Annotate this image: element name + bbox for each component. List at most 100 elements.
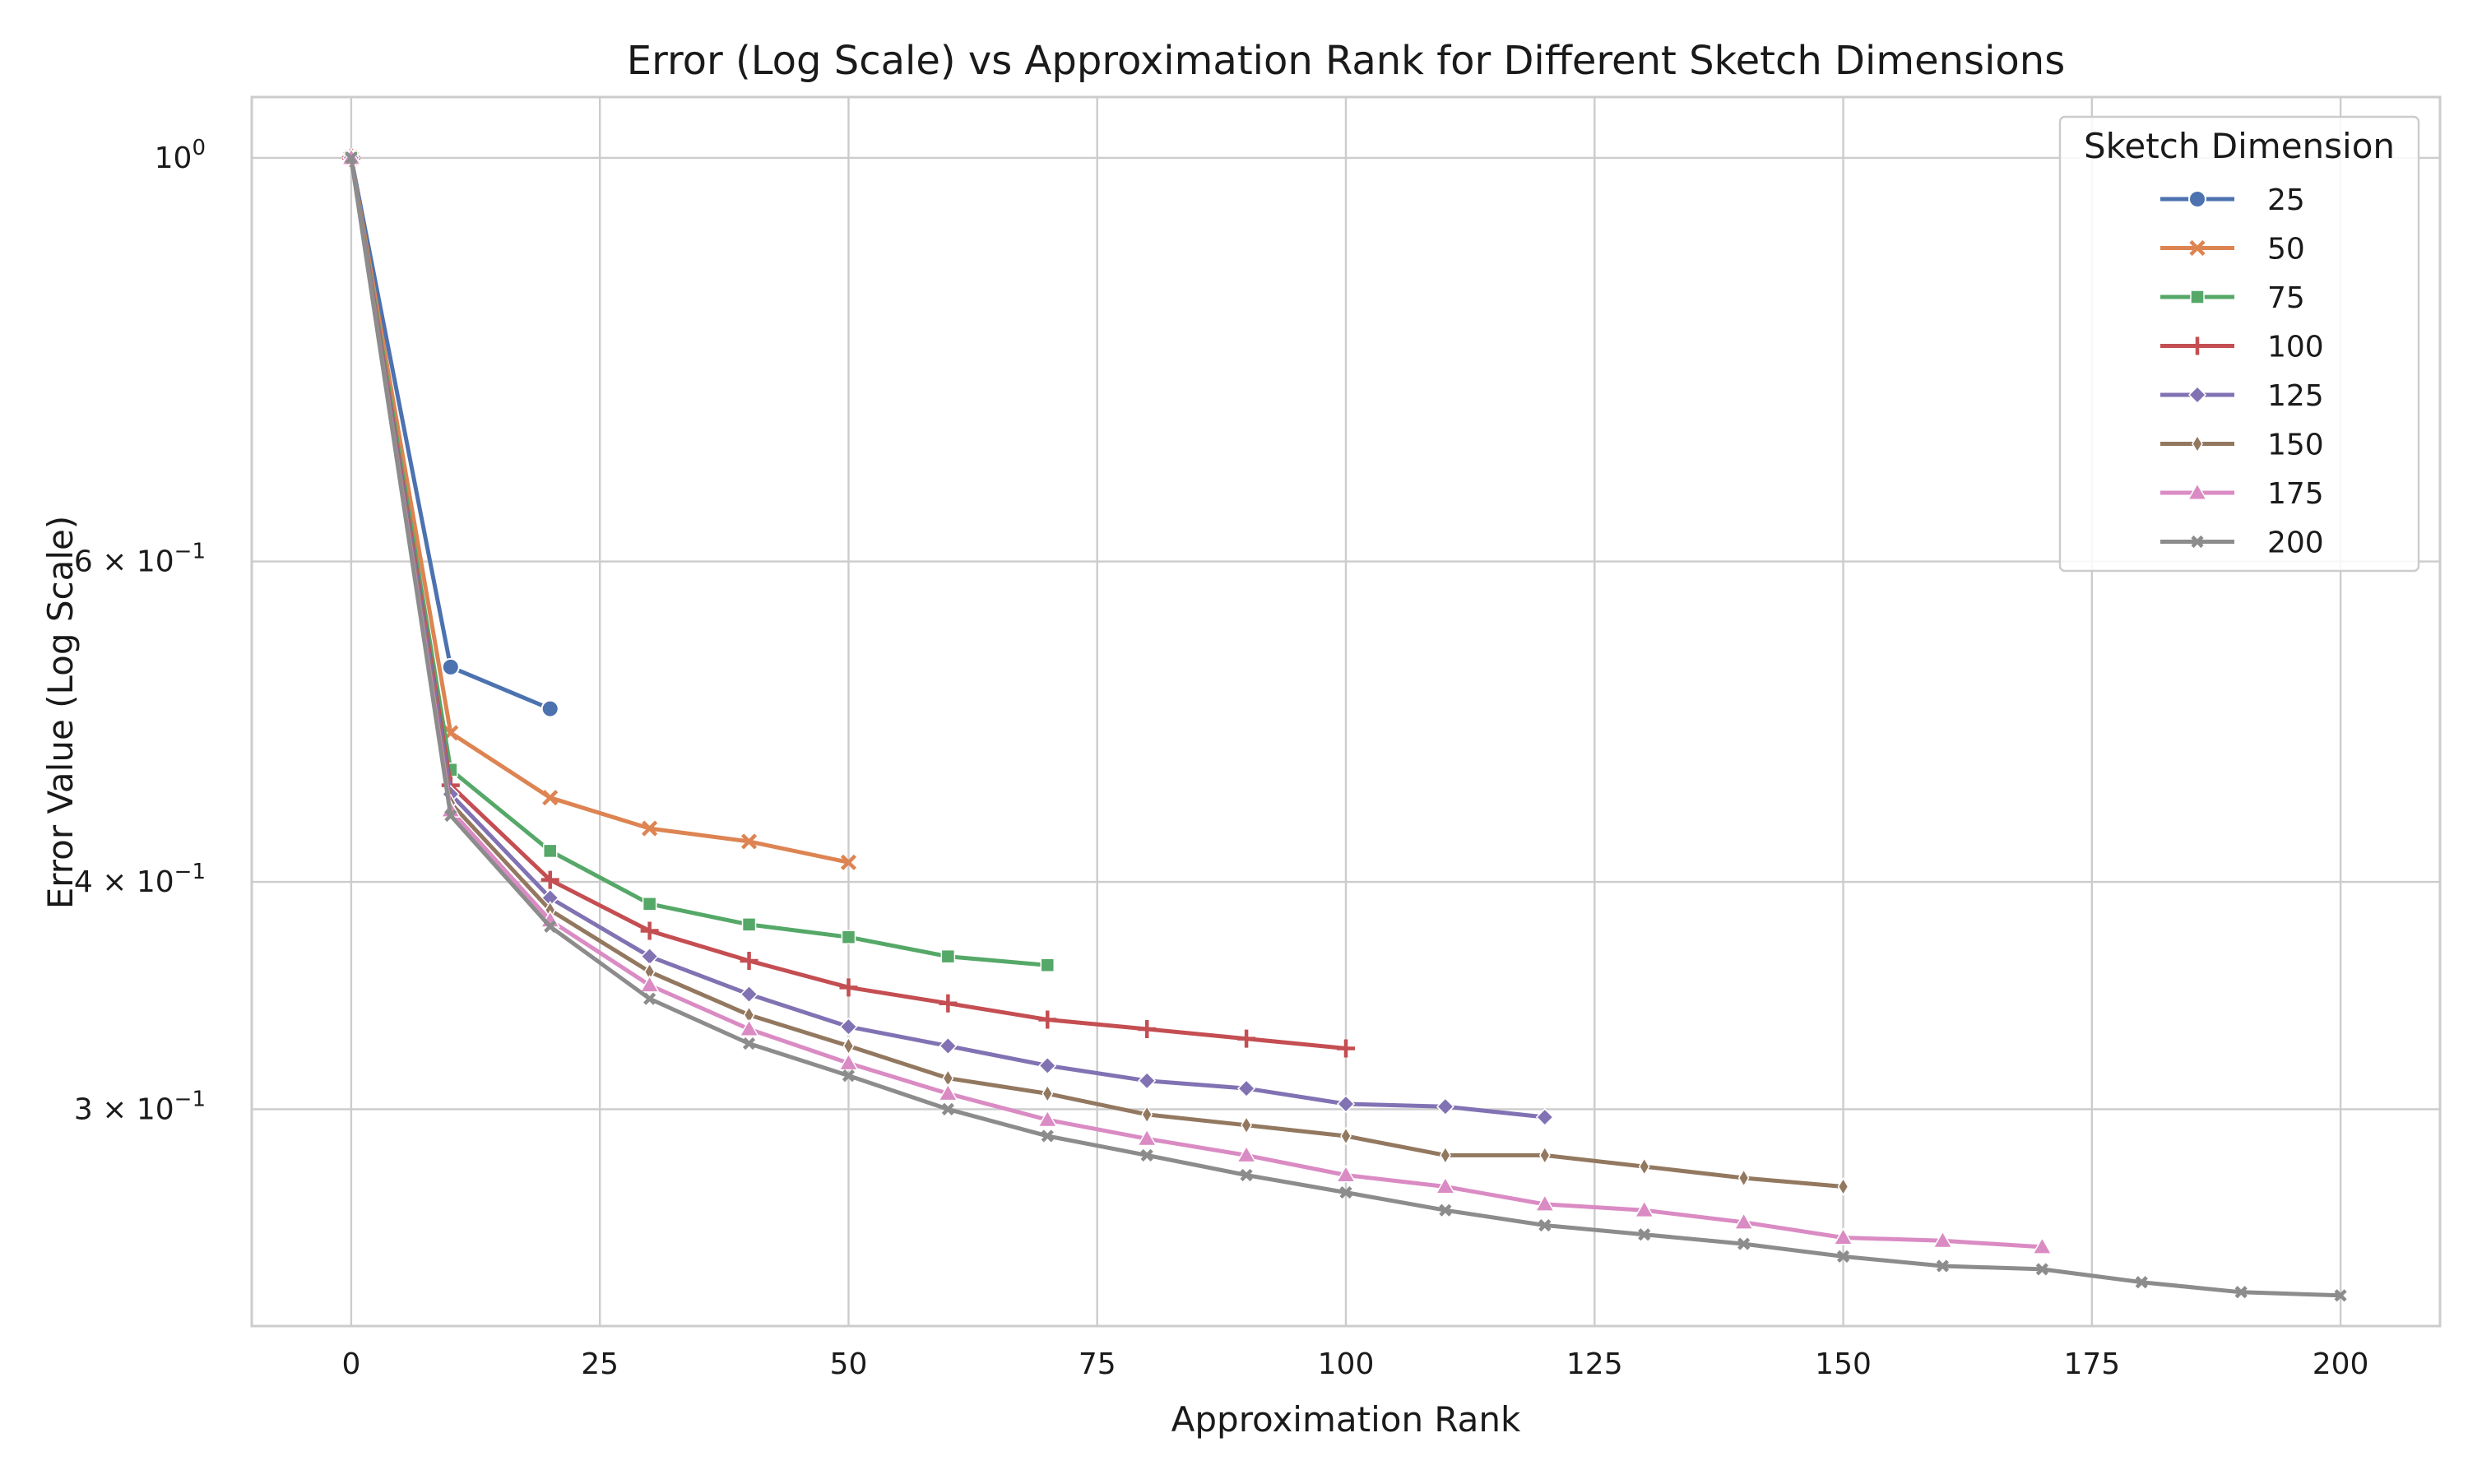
marker-plus (740, 951, 758, 970)
marker-diamond (1336, 1094, 1356, 1114)
legend-item-50: 50 (2160, 233, 2305, 267)
marker-square (642, 897, 657, 911)
legend-item-100: 100 (2160, 331, 2324, 364)
legend-label: 200 (2267, 526, 2324, 560)
legend-label: 75 (2267, 281, 2305, 315)
marker-x (2334, 1289, 2347, 1302)
marker-square (2190, 290, 2205, 304)
y-axis-label: Error Value (Log Scale) (40, 516, 81, 910)
marker-diamond (1535, 1107, 1554, 1127)
marker-square (741, 917, 757, 932)
marker-x (1140, 1148, 1153, 1162)
marker-triangle (1335, 1164, 1357, 1183)
legend-item-125: 125 (2160, 379, 2324, 413)
legend-item-25: 25 (2160, 183, 2305, 217)
marker-diamond (939, 1036, 958, 1055)
series-line-150 (349, 155, 1845, 1189)
marker-x (544, 920, 557, 933)
marker-diamond (1436, 1097, 1454, 1116)
plot-frame (250, 95, 2442, 1328)
marker-x (444, 809, 457, 823)
marker-x (1041, 1129, 1054, 1143)
marker-x (840, 854, 857, 870)
marker-plus (640, 921, 659, 940)
marker-plus (939, 994, 958, 1013)
series-125 (341, 148, 1554, 1127)
x-tick-label: 200 (2313, 1347, 2369, 1381)
series-25 (341, 148, 559, 718)
marker-plus (2188, 336, 2206, 355)
marker-x (740, 833, 758, 850)
marker-thin-diamond (842, 1036, 855, 1055)
marker-plus (1138, 1020, 1157, 1039)
marker-x (1339, 1185, 1352, 1199)
x-tick-label: 0 (341, 1347, 360, 1381)
legend-item-75: 75 (2160, 281, 2305, 315)
x-tick-label: 150 (1815, 1347, 1872, 1381)
marker-triangle (1833, 1227, 1853, 1245)
marker-plus (1038, 1010, 1057, 1029)
legend-label: 100 (2267, 331, 2324, 364)
legend-box (2058, 115, 2420, 573)
marker-triangle (938, 1083, 958, 1101)
marker-x (1936, 1259, 1950, 1273)
legend-item-175: 175 (2160, 477, 2324, 511)
marker-x (2191, 535, 2204, 549)
marker-triangle (1634, 1199, 1655, 1218)
marker-diamond (740, 985, 758, 1004)
marker-diamond (640, 947, 659, 966)
marker-diamond (839, 1018, 858, 1036)
legend: Sketch Dimension 25 50 75 100 125 150 175 200 (2058, 115, 2420, 573)
marker-circle (2188, 190, 2206, 208)
y-tick-label: 3 × 10−1 (74, 1087, 206, 1126)
marker-x (2035, 1263, 2048, 1276)
marker-triangle (2187, 482, 2208, 500)
marker-x (542, 790, 559, 806)
marker-square (542, 843, 558, 859)
series-line-50 (349, 155, 851, 865)
marker-thin-diamond (1440, 1145, 1451, 1165)
marker-triangle (739, 1018, 759, 1037)
y-tick-label: 4 × 10−1 (74, 860, 206, 899)
marker-square (1040, 958, 1055, 973)
legend-label: 175 (2267, 477, 2324, 511)
legend-label: 125 (2267, 379, 2324, 413)
marker-thin-diamond (1340, 1126, 1352, 1146)
legend-label: 150 (2267, 429, 2324, 462)
marker-circle (540, 699, 559, 718)
marker-x (742, 1036, 756, 1050)
marker-diamond (2187, 385, 2207, 405)
marker-diamond (1138, 1071, 1157, 1090)
legend-item-150: 150 (2160, 429, 2324, 462)
marker-triangle (1733, 1212, 1754, 1230)
marker-triangle (1435, 1176, 1456, 1194)
marker-triangle (1136, 1128, 1157, 1147)
series-line-75 (349, 155, 1050, 967)
chart-title: Error (Log Scale) vs Approximation Rank … (627, 38, 2065, 84)
marker-x (1638, 1228, 1651, 1241)
marker-x (1240, 1168, 1253, 1182)
marker-triangle (838, 1052, 859, 1071)
marker-x (1538, 1218, 1552, 1232)
marker-x (2135, 1276, 2148, 1289)
legend-title: Sketch Dimension (2084, 126, 2395, 166)
x-tick-label: 125 (1566, 1347, 1623, 1381)
marker-thin-diamond (1638, 1157, 1650, 1176)
marker-thin-diamond (1837, 1177, 1849, 1196)
marker-x (345, 151, 358, 165)
series-175 (341, 147, 2053, 1254)
marker-thin-diamond (1737, 1168, 1750, 1188)
marker-thin-diamond (1241, 1115, 1252, 1135)
marker-diamond (1237, 1079, 1256, 1098)
marker-x (1439, 1203, 1452, 1217)
x-axis-label: Approximation Rank (1171, 1399, 1521, 1440)
marker-thin-diamond (2192, 434, 2203, 453)
marker-circle (441, 657, 460, 676)
x-tick-label: 175 (2063, 1347, 2120, 1381)
series-line-175 (349, 155, 2044, 1250)
series-line-25 (349, 155, 553, 712)
marker-x (643, 992, 656, 1005)
marker-plus (1337, 1039, 1355, 1058)
